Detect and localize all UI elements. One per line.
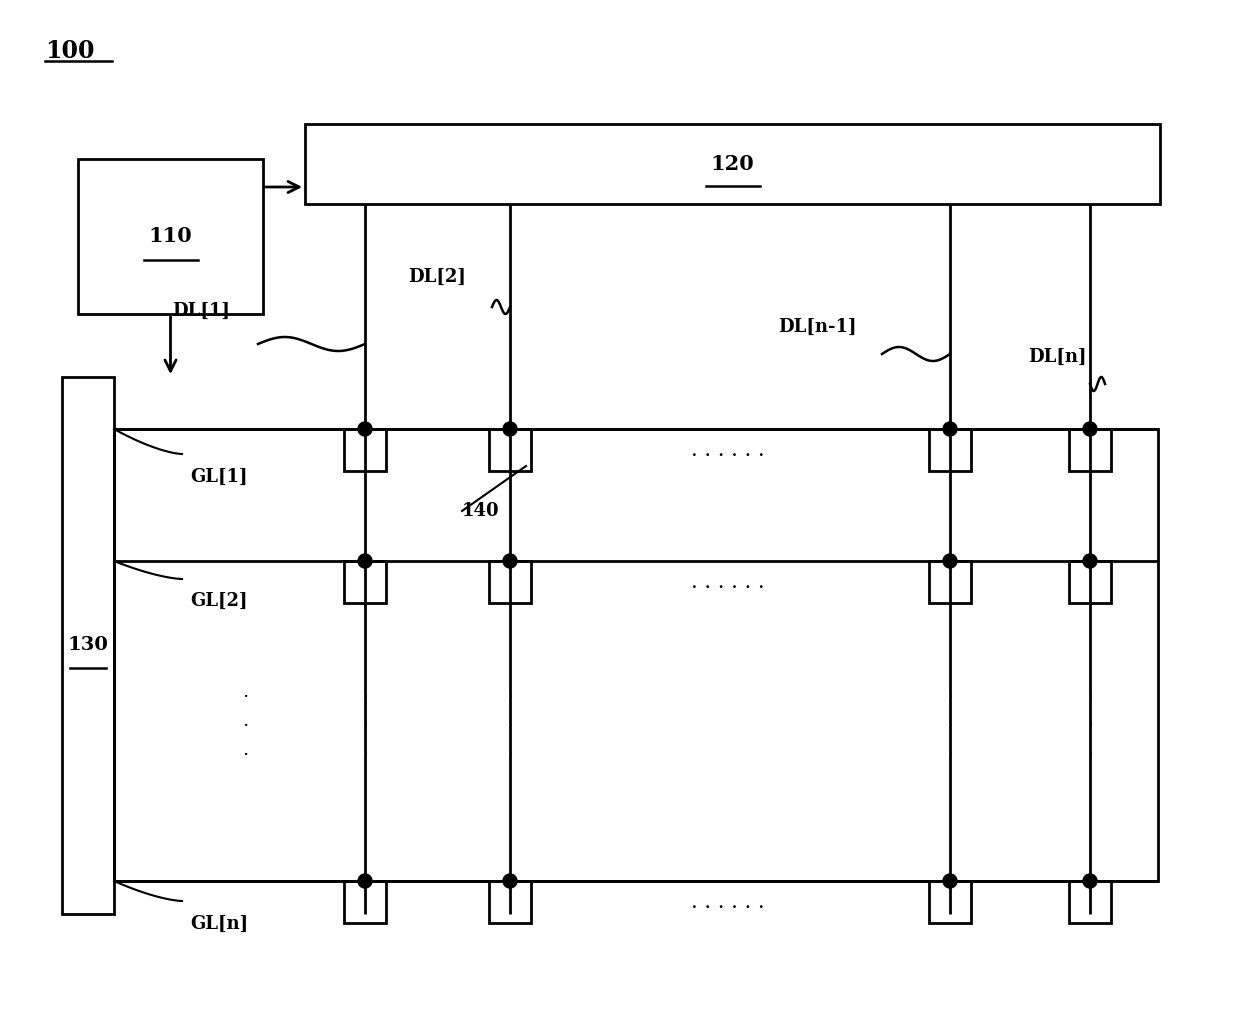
FancyBboxPatch shape (305, 124, 1159, 204)
Circle shape (1083, 874, 1097, 888)
FancyBboxPatch shape (62, 377, 114, 914)
Text: GL[2]: GL[2] (190, 592, 248, 610)
Text: 100: 100 (45, 39, 94, 63)
Circle shape (942, 554, 957, 568)
FancyBboxPatch shape (489, 881, 531, 923)
Circle shape (942, 874, 957, 888)
FancyBboxPatch shape (929, 429, 971, 471)
FancyBboxPatch shape (343, 429, 386, 471)
Text: .
.
.: . . . (1087, 683, 1092, 759)
Circle shape (503, 422, 517, 436)
Circle shape (358, 422, 372, 436)
Circle shape (1083, 554, 1097, 568)
FancyBboxPatch shape (1069, 429, 1111, 471)
Text: 130: 130 (67, 637, 108, 654)
FancyBboxPatch shape (343, 881, 386, 923)
Text: DL[n-1]: DL[n-1] (777, 318, 857, 336)
Text: .
.
.: . . . (242, 683, 248, 759)
Text: 120: 120 (711, 154, 754, 174)
FancyBboxPatch shape (78, 159, 263, 314)
FancyBboxPatch shape (929, 561, 971, 603)
Circle shape (358, 874, 372, 888)
FancyBboxPatch shape (1069, 881, 1111, 923)
FancyBboxPatch shape (489, 429, 531, 471)
FancyBboxPatch shape (343, 561, 386, 603)
Text: . . . . . .: . . . . . . (691, 893, 765, 912)
Text: 140: 140 (463, 502, 500, 520)
Circle shape (503, 554, 517, 568)
Text: .
.
.: . . . (507, 683, 513, 759)
Text: DL[n]: DL[n] (1028, 348, 1086, 366)
Text: DL[2]: DL[2] (408, 268, 466, 286)
Text: . . . . . .: . . . . . . (691, 573, 765, 591)
Circle shape (942, 422, 957, 436)
Text: DL[1]: DL[1] (172, 302, 229, 320)
Circle shape (358, 554, 372, 568)
Text: .
.
.: . . . (362, 683, 368, 759)
Text: GL[1]: GL[1] (190, 468, 248, 486)
Circle shape (503, 874, 517, 888)
Text: 110: 110 (149, 226, 192, 247)
Text: .
.
.: . . . (947, 683, 952, 759)
Text: GL[n]: GL[n] (190, 915, 248, 933)
Text: . . . . . .: . . . . . . (691, 440, 765, 460)
Circle shape (1083, 422, 1097, 436)
FancyBboxPatch shape (1069, 561, 1111, 603)
FancyBboxPatch shape (489, 561, 531, 603)
FancyBboxPatch shape (929, 881, 971, 923)
